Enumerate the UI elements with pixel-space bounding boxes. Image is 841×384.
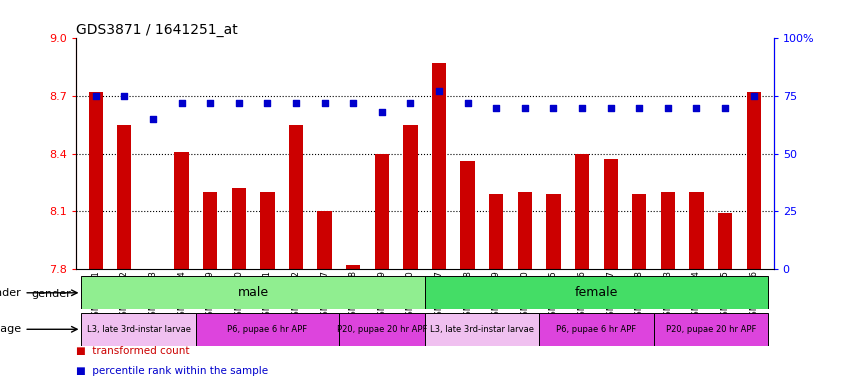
Bar (196, 313, 339, 346)
Bar (260, 192, 274, 269)
Point (432, 88, 446, 94)
Point (461, 100, 474, 106)
Bar (339, 313, 425, 346)
Text: P20, pupae 20 hr APF: P20, pupae 20 hr APF (336, 325, 427, 334)
Point (718, 104, 732, 111)
Point (632, 104, 646, 111)
Point (489, 104, 503, 111)
Point (604, 104, 617, 111)
Text: P20, pupae 20 hr APF: P20, pupae 20 hr APF (665, 325, 756, 334)
Bar (461, 161, 475, 269)
Bar (231, 188, 246, 269)
Text: ■  transformed count: ■ transformed count (76, 346, 189, 356)
Point (118, 93, 131, 99)
Point (318, 100, 331, 106)
Text: GDS3871 / 1641251_at: GDS3871 / 1641251_at (76, 23, 237, 37)
Point (690, 104, 703, 111)
Point (518, 104, 532, 111)
Bar (547, 194, 561, 269)
Point (289, 100, 303, 106)
Bar (539, 313, 653, 346)
Text: gender: gender (32, 289, 71, 299)
Bar (432, 63, 447, 269)
Bar (317, 211, 331, 269)
Text: ■  percentile rank within the sample: ■ percentile rank within the sample (76, 366, 267, 376)
Text: development stage: development stage (0, 324, 21, 334)
Point (204, 100, 217, 106)
Bar (203, 192, 217, 269)
Bar (117, 125, 131, 269)
Point (175, 100, 188, 106)
Bar (653, 313, 768, 346)
Point (661, 104, 674, 111)
Point (232, 100, 246, 106)
Point (89, 93, 103, 99)
Point (375, 109, 389, 115)
Bar (425, 276, 768, 309)
Point (747, 93, 760, 99)
Bar (88, 92, 103, 269)
Bar (374, 154, 389, 269)
Bar (82, 313, 196, 346)
Bar (690, 192, 704, 269)
Point (575, 104, 589, 111)
Text: P6, pupae 6 hr APF: P6, pupae 6 hr APF (556, 325, 637, 334)
Text: L3, late 3rd-instar larvae: L3, late 3rd-instar larvae (87, 325, 191, 334)
Bar (403, 125, 417, 269)
Bar (174, 152, 188, 269)
Bar (82, 276, 425, 309)
Text: P6, pupae 6 hr APF: P6, pupae 6 hr APF (227, 325, 308, 334)
Bar (425, 313, 539, 346)
Bar (661, 192, 675, 269)
Bar (747, 92, 761, 269)
Point (346, 100, 360, 106)
Text: female: female (574, 286, 618, 299)
Text: male: male (237, 286, 268, 299)
Text: L3, late 3rd-instar larvae: L3, late 3rd-instar larvae (430, 325, 534, 334)
Point (404, 100, 417, 106)
Bar (718, 213, 733, 269)
Bar (518, 192, 532, 269)
Bar (288, 125, 303, 269)
Bar (604, 159, 618, 269)
Bar (489, 194, 504, 269)
Point (547, 104, 560, 111)
Text: gender: gender (0, 288, 21, 298)
Point (261, 100, 274, 106)
Point (146, 116, 160, 122)
Bar (346, 265, 360, 269)
Bar (632, 194, 647, 269)
Bar (575, 154, 590, 269)
